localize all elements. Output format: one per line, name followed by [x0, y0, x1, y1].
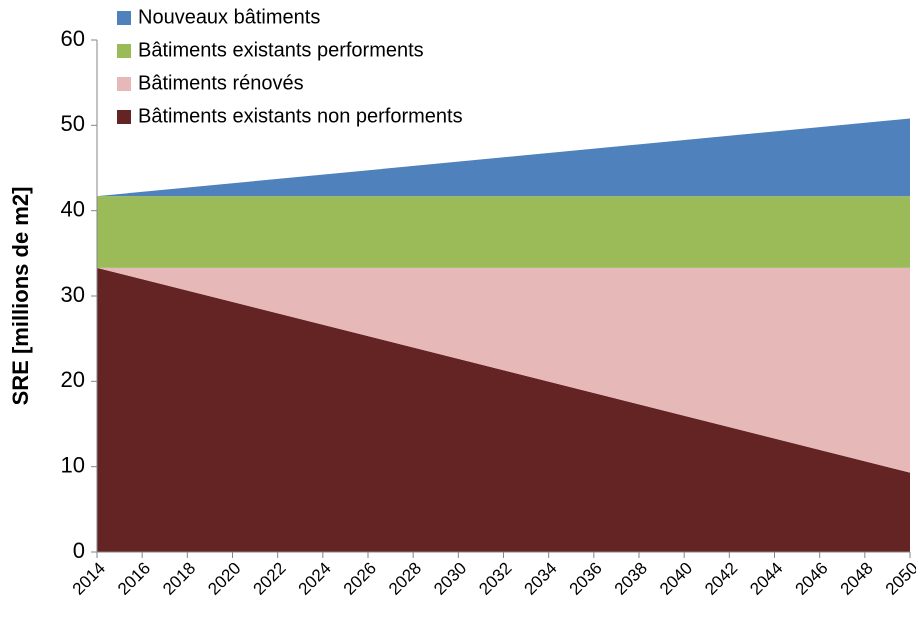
- legend-swatch: [117, 77, 131, 91]
- y-tick-label: 0: [73, 538, 85, 563]
- area: [97, 267, 910, 552]
- x-tick-label: 2038: [611, 559, 651, 599]
- x-tick-label: 2028: [385, 559, 425, 599]
- x-tick-label: 2042: [701, 559, 741, 599]
- x-tick-label: 2036: [566, 559, 606, 599]
- x-tick-label: 2044: [746, 559, 786, 599]
- legend-swatch: [117, 11, 131, 25]
- legend-label: Bâtiments existants non performents: [138, 105, 463, 127]
- x-tick-label: 2040: [656, 559, 696, 599]
- y-tick-label: 20: [61, 367, 85, 392]
- y-tick-label: 10: [61, 452, 85, 477]
- y-tick-label: 30: [61, 282, 85, 307]
- x-tick-label: 2046: [791, 559, 831, 599]
- x-tick-label: 2030: [430, 559, 470, 599]
- x-tick-label: 2026: [340, 559, 380, 599]
- x-tick-label: 2024: [295, 559, 335, 599]
- y-tick-label: 60: [61, 26, 85, 51]
- x-tick-label: 2014: [69, 559, 109, 599]
- area: [97, 118, 910, 197]
- legend-swatch: [117, 44, 131, 58]
- area: [97, 267, 910, 473]
- x-tick-label: 2022: [249, 559, 289, 599]
- legend-swatch: [117, 110, 131, 124]
- legend-label: Bâtiments rénovés: [138, 72, 304, 94]
- x-tick-label: 2034: [520, 559, 560, 599]
- x-tick-label: 2016: [114, 559, 154, 599]
- legend-label: Bâtiments existants performents: [138, 39, 424, 61]
- x-tick-label: 2020: [204, 559, 244, 599]
- legend-label: Nouveaux bâtiments: [138, 6, 320, 28]
- y-tick-label: 40: [61, 196, 85, 221]
- x-tick-label: 2018: [159, 559, 199, 599]
- y-tick-label: 50: [61, 111, 85, 136]
- x-tick-label: 2048: [837, 559, 877, 599]
- area: [97, 196, 910, 268]
- x-tick-label: 2032: [475, 559, 515, 599]
- y-axis-label: SRE [millions de m2]: [8, 187, 33, 406]
- x-tick-label: 2050: [882, 559, 916, 599]
